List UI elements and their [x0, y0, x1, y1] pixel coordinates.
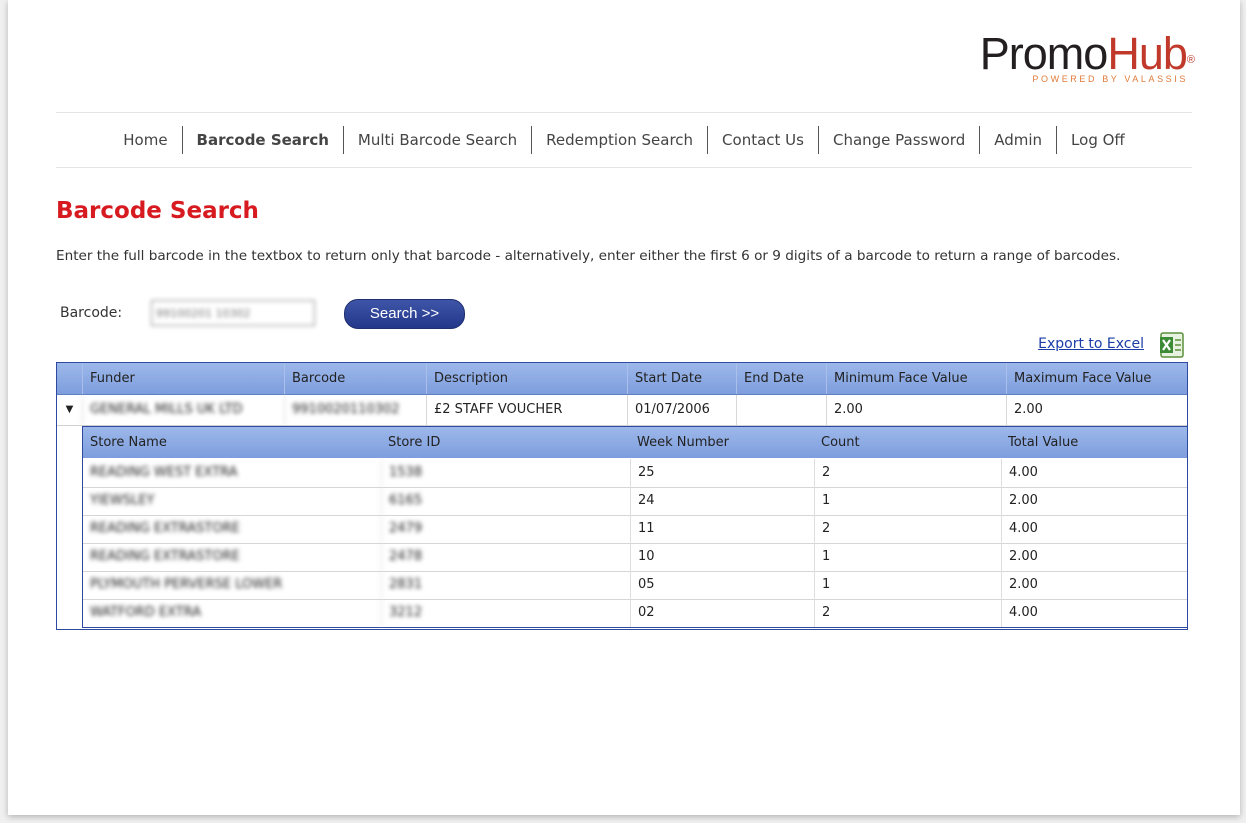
detail-col-week-number[interactable]: Week Number — [637, 435, 729, 450]
nav-redemption-search[interactable]: Redemption Search — [531, 126, 707, 154]
cell-count: 1 — [814, 487, 1001, 515]
nav-change-password[interactable]: Change Password — [817, 126, 979, 154]
page-description: Enter the full barcode in the textbox to… — [56, 248, 1121, 264]
cell-store-id: 2831 — [381, 571, 630, 599]
detail-grid: Store Name Store ID Week Number Count To… — [82, 426, 1187, 628]
cell-total-value: 2.00 — [1001, 571, 1188, 599]
cell-store-name: WATFORD EXTRA — [90, 605, 202, 620]
cell-store-id: 1538 — [381, 459, 630, 487]
barcode-input[interactable] — [151, 300, 315, 326]
cell-count: 1 — [814, 571, 1001, 599]
cell-store-id: 3212 — [381, 599, 630, 627]
cell-total-value: 4.00 — [1001, 515, 1188, 543]
cell-store-name: READING EXTRASTORE — [90, 521, 240, 536]
promohub-logo: PromoHub® POWERED BY VALASSIS — [944, 28, 1195, 85]
logo-registered-mark: ® — [1186, 54, 1195, 66]
excel-icon[interactable] — [1158, 331, 1186, 359]
col-header-funder[interactable]: Funder — [82, 363, 284, 394]
results-grid: Funder Barcode Description Start Date En… — [56, 362, 1188, 630]
main-nav: Home Barcode Search Multi Barcode Search… — [56, 112, 1192, 168]
cell-week-number: 24 — [630, 487, 814, 515]
col-header-start-date[interactable]: Start Date — [627, 363, 736, 394]
nav-contact-us[interactable]: Contact Us — [707, 126, 818, 154]
col-header-description[interactable]: Description — [426, 363, 627, 394]
cell-total-value: 2.00 — [1001, 543, 1188, 571]
cell-end-date — [736, 395, 826, 425]
nav-multi-barcode-search[interactable]: Multi Barcode Search — [342, 126, 531, 154]
page-title: Barcode Search — [56, 198, 259, 224]
detail-row[interactable]: READING EXTRASTORE 2479 11 2 4.00 — [83, 515, 1187, 544]
detail-col-total-value[interactable]: Total Value — [1008, 435, 1079, 450]
cell-count: 2 — [814, 515, 1001, 543]
detail-row[interactable]: PLYMOUTH PERVERSE LOWER 2831 05 1 2.00 — [83, 571, 1187, 600]
expand-row-toggle[interactable]: ▼ — [65, 404, 74, 415]
grid-header-row: Funder Barcode Description Start Date En… — [57, 363, 1187, 395]
barcode-label: Barcode: — [60, 305, 123, 321]
logo-wordmark: PromoHub® — [944, 28, 1195, 79]
detail-col-store-id[interactable]: Store ID — [388, 435, 441, 450]
search-button[interactable]: Search >> — [344, 299, 465, 329]
col-header-min-face-value[interactable]: Minimum Face Value — [826, 363, 1006, 394]
detail-col-store-name[interactable]: Store Name — [90, 435, 167, 450]
col-header-max-face-value[interactable]: Maximum Face Value — [1006, 363, 1187, 394]
cell-max-face-value: 2.00 — [1006, 395, 1187, 425]
detail-col-count[interactable]: Count — [821, 435, 860, 450]
cell-description: £2 STAFF VOUCHER — [426, 395, 627, 425]
cell-week-number: 25 — [630, 459, 814, 487]
col-header-barcode[interactable]: Barcode — [284, 363, 426, 394]
cell-store-id: 2478 — [381, 543, 630, 571]
detail-row[interactable]: WATFORD EXTRA 3212 02 2 4.00 — [83, 599, 1187, 627]
cell-min-face-value: 2.00 — [826, 395, 1006, 425]
nav-home[interactable]: Home — [123, 131, 168, 149]
nav-admin[interactable]: Admin — [979, 126, 1056, 154]
cell-week-number: 11 — [630, 515, 814, 543]
cell-store-id: 6165 — [381, 487, 630, 515]
cell-count: 2 — [814, 599, 1001, 627]
nav-log-off[interactable]: Log Off — [1056, 126, 1139, 154]
cell-count: 1 — [814, 543, 1001, 571]
cell-count: 2 — [814, 459, 1001, 487]
cell-total-value: 4.00 — [1001, 599, 1188, 627]
cell-week-number: 02 — [630, 599, 814, 627]
logo-hub-text: Hub — [1107, 28, 1188, 79]
cell-store-name: YIEWSLEY — [90, 493, 155, 508]
cell-funder: GENERAL MILLS UK LTD — [82, 395, 284, 425]
cell-total-value: 2.00 — [1001, 487, 1188, 515]
cell-barcode: 9910020110302 — [284, 395, 426, 425]
cell-total-value: 4.00 — [1001, 459, 1188, 487]
detail-row[interactable]: READING EXTRASTORE 2478 10 1 2.00 — [83, 543, 1187, 572]
export-to-excel-link[interactable]: Export to Excel — [1038, 336, 1144, 352]
table-row[interactable]: GENERAL MILLS UK LTD 9910020110302 £2 ST… — [57, 395, 1187, 426]
detail-header-row: Store Name Store ID Week Number Count To… — [83, 427, 1187, 458]
cell-store-name: PLYMOUTH PERVERSE LOWER — [90, 577, 283, 592]
cell-store-id: 2479 — [381, 515, 630, 543]
cell-week-number: 05 — [630, 571, 814, 599]
logo-tagline: POWERED BY VALASSIS — [1032, 74, 1188, 84]
detail-row[interactable]: READING WEST EXTRA 1538 25 2 4.00 — [83, 459, 1187, 488]
cell-store-name: READING WEST EXTRA — [90, 465, 238, 480]
logo-promo-text: Promo — [979, 28, 1109, 79]
page-container: PromoHub® POWERED BY VALASSIS Home Barco… — [8, 0, 1240, 815]
cell-store-name: READING EXTRASTORE — [90, 549, 240, 564]
col-header-end-date[interactable]: End Date — [736, 363, 826, 394]
cell-week-number: 10 — [630, 543, 814, 571]
nav-barcode-search[interactable]: Barcode Search — [181, 126, 343, 154]
detail-row[interactable]: YIEWSLEY 6165 24 1 2.00 — [83, 487, 1187, 516]
cell-start-date: 01/07/2006 — [627, 395, 736, 425]
